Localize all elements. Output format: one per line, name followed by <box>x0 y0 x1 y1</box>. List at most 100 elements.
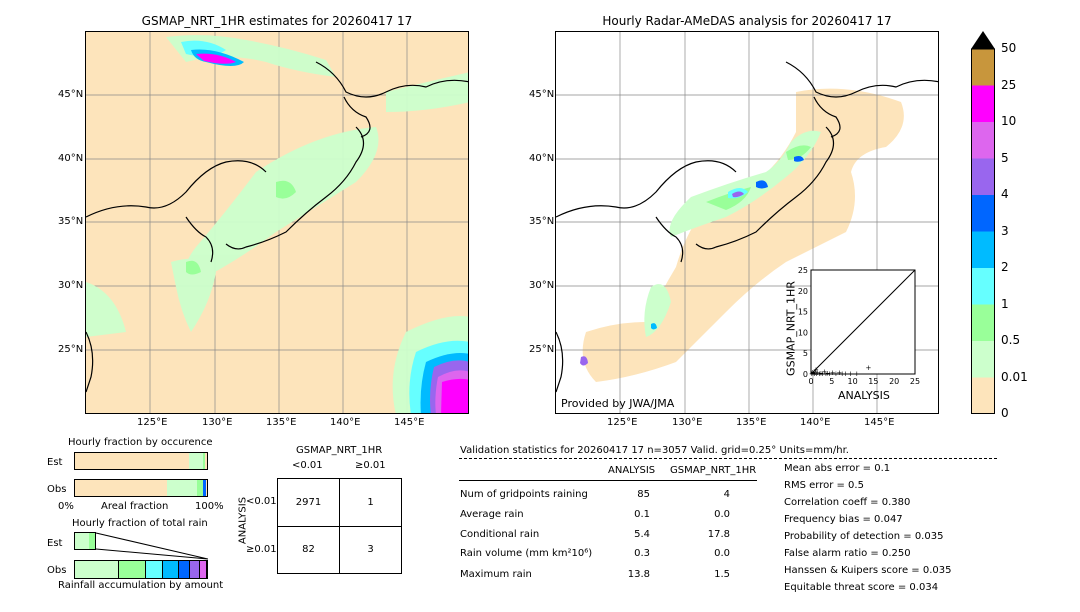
contingency-cell: 1 <box>367 497 374 508</box>
validation-row-analysis: 85 <box>637 489 650 500</box>
total-rain-row-est: Est <box>47 538 63 549</box>
scatter-y-tick: 15 <box>798 308 808 317</box>
colorbar-label: 0.01 <box>1001 369 1028 384</box>
validation-row-label: Num of gridpoints raining <box>460 489 588 500</box>
total-rain-bar-obs <box>74 560 208 579</box>
validation-row-gsmap: 17.8 <box>707 529 730 540</box>
scatter-point: + <box>854 370 860 378</box>
scatter-x-tick: 25 <box>910 377 920 386</box>
occurrence-bar-est <box>74 452 208 470</box>
scatter-point: + <box>839 370 845 378</box>
colorbar-label: 4 <box>1001 187 1009 201</box>
colorbar-swatch <box>971 49 995 86</box>
validation-header: Validation statistics for 20260417 17 n=… <box>460 445 849 456</box>
right-lat-label: 45°N <box>529 89 555 100</box>
total-rain-footer: Rainfall accumulation by amount <box>58 580 224 591</box>
contingency-col-title: GSMAP_NRT_1HR <box>296 445 383 456</box>
contingency-cell: 82 <box>302 544 315 555</box>
scatter-point: + <box>865 364 871 372</box>
right-lat-label: 35°N <box>529 216 555 227</box>
colorbar-swatch <box>971 304 995 341</box>
colorbar-frame <box>971 48 995 414</box>
right-lat-label: 40°N <box>529 153 555 164</box>
right-map: + + + + + + + + + + + + + + + + + + + + + + +0 5 10 15 20 25 0 5 10 15 2… <box>555 31 939 414</box>
left-lon-label: 140°E <box>330 417 361 428</box>
colorbar-swatch <box>971 158 995 195</box>
scatter-point: + <box>815 369 821 377</box>
total-rain-row-obs: Obs <box>47 565 67 576</box>
colorbar <box>971 31 995 414</box>
occurrence-x-min: 0% <box>58 501 74 512</box>
contingency-row-label: ≥0.01 <box>246 544 277 555</box>
validation-table-rule <box>459 480 757 481</box>
total-rain-title: Hourly fraction of total rain <box>72 518 208 529</box>
validation-score: Equitable threat score = 0.034 <box>784 582 939 593</box>
validation-row-analysis: 0.1 <box>634 509 650 520</box>
contingency-col-label: <0.01 <box>292 460 323 471</box>
contingency-row-label: <0.01 <box>246 496 277 507</box>
colorbar-graphic <box>971 31 995 414</box>
validation-row-gsmap: 4 <box>723 489 730 500</box>
colorbar-extend-arrow <box>971 31 995 49</box>
validation-row-analysis: 0.3 <box>634 548 650 559</box>
right-lon-label: 125°E <box>607 417 638 428</box>
scatter-point: + <box>833 370 839 378</box>
scatter-point: + <box>825 370 831 378</box>
left-lat-label: 40°N <box>58 153 84 164</box>
validation-col-analysis: ANALYSIS <box>608 465 656 476</box>
contingency-col-label: ≥0.01 <box>355 460 386 471</box>
colorbar-swatch <box>971 231 995 268</box>
scatter-x-tick: 0 <box>808 377 813 386</box>
validation-row-label: Maximum rain <box>460 569 532 580</box>
occurrence-x-max: 100% <box>195 501 224 512</box>
left-lon-label: 130°E <box>202 417 233 428</box>
scatter-point: + <box>821 368 827 376</box>
right-lat-label: 30°N <box>529 280 555 291</box>
validation-row-label: Rain volume (mm km²10⁶) <box>460 548 593 559</box>
validation-row-analysis: 5.4 <box>634 529 650 540</box>
scatter-x-tick: 20 <box>889 377 899 386</box>
scatter-y-tick: 0 <box>803 370 808 379</box>
validation-divider <box>459 458 997 459</box>
contingency-cell: 3 <box>367 544 374 555</box>
scatter-x-tick: 10 <box>848 377 858 386</box>
total-rain-bar-est <box>74 532 96 550</box>
colorbar-label: 5 <box>1001 150 1009 165</box>
left-map-graphic <box>86 32 468 413</box>
colorbar-swatch <box>971 377 995 414</box>
scatter-point: + <box>820 370 826 378</box>
right-map-title: Hourly Radar-AMeDAS analysis for 2026041… <box>602 14 892 28</box>
scatter-point: + <box>812 369 818 377</box>
colorbar-label: 0.5 <box>1001 333 1021 347</box>
occurrence-row-obs: Obs <box>47 484 67 495</box>
scatter-point: + <box>816 370 822 378</box>
left-lon-label: 135°E <box>266 417 297 428</box>
colorbar-swatch <box>971 341 995 378</box>
scatter-y-tick: 5 <box>803 349 808 358</box>
occurrence-bar-obs <box>74 479 208 497</box>
scatter-x-tick: 5 <box>829 377 834 386</box>
right-lon-label: 135°E <box>736 417 767 428</box>
colorbar-swatch <box>971 268 995 305</box>
scatter-point: + <box>836 369 842 377</box>
colorbar-label: 0 <box>1001 406 1009 420</box>
validation-row-gsmap: 0.0 <box>714 509 730 520</box>
scatter-diagonal <box>810 269 916 375</box>
scatter-point: + <box>848 370 854 378</box>
colorbar-swatch <box>971 85 995 122</box>
colorbar-label: 10 <box>1001 114 1017 128</box>
validation-row-gsmap: 0.0 <box>714 548 730 559</box>
colorbar-label: 1 <box>1001 296 1009 311</box>
left-map-title: GSMAP_NRT_1HR estimates for 20260417 17 <box>141 14 413 28</box>
scatter-point: + <box>823 370 829 378</box>
scatter-point: + <box>810 368 816 376</box>
colorbar-label: 3 <box>1001 223 1009 238</box>
validation-score: RMS error = 0.5 <box>784 480 864 491</box>
colorbar-label: 2 <box>1001 260 1009 274</box>
colorbar-swatch <box>971 195 995 232</box>
right-map-graphic: ++++++++++++++++++ + ++++0 5 10 15 20 250510152… <box>556 32 938 413</box>
left-lon-label: 125°E <box>137 417 168 428</box>
contingency-cell: 2971 <box>295 497 322 508</box>
data-credit: Provided by JWA/JMA <box>561 397 675 410</box>
scatter-point: + <box>827 370 833 378</box>
